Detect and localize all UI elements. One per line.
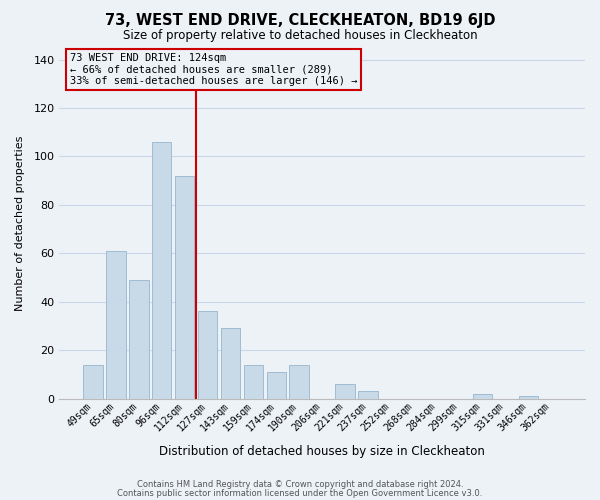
Bar bbox=[129, 280, 149, 398]
Bar bbox=[358, 392, 378, 398]
Bar bbox=[519, 396, 538, 398]
Y-axis label: Number of detached properties: Number of detached properties bbox=[15, 136, 25, 310]
Bar bbox=[221, 328, 240, 398]
Text: Size of property relative to detached houses in Cleckheaton: Size of property relative to detached ho… bbox=[122, 29, 478, 42]
Text: 73, WEST END DRIVE, CLECKHEATON, BD19 6JD: 73, WEST END DRIVE, CLECKHEATON, BD19 6J… bbox=[105, 12, 495, 28]
Bar bbox=[473, 394, 493, 398]
Bar bbox=[289, 364, 309, 398]
Bar bbox=[266, 372, 286, 398]
Bar bbox=[175, 176, 194, 398]
Bar bbox=[83, 364, 103, 398]
X-axis label: Distribution of detached houses by size in Cleckheaton: Distribution of detached houses by size … bbox=[159, 444, 485, 458]
Text: 73 WEST END DRIVE: 124sqm
← 66% of detached houses are smaller (289)
33% of semi: 73 WEST END DRIVE: 124sqm ← 66% of detac… bbox=[70, 53, 358, 86]
Text: Contains public sector information licensed under the Open Government Licence v3: Contains public sector information licen… bbox=[118, 488, 482, 498]
Bar bbox=[244, 364, 263, 398]
Bar bbox=[106, 251, 125, 398]
Text: Contains HM Land Registry data © Crown copyright and database right 2024.: Contains HM Land Registry data © Crown c… bbox=[137, 480, 463, 489]
Bar bbox=[152, 142, 172, 399]
Bar bbox=[198, 312, 217, 398]
Bar bbox=[335, 384, 355, 398]
